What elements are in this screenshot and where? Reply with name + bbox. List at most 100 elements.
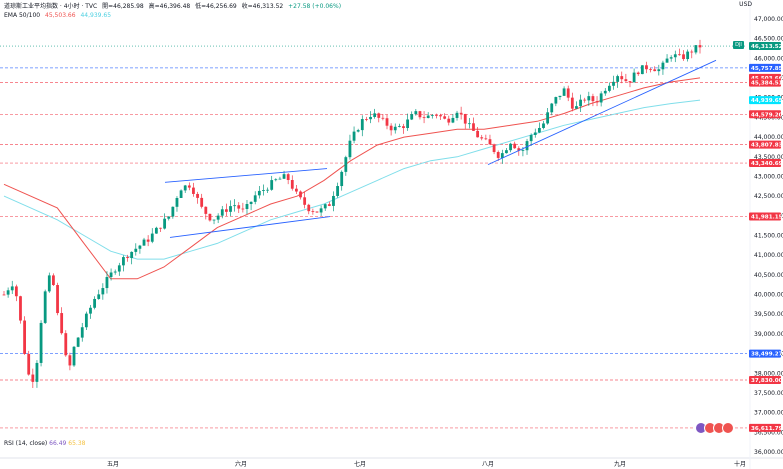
candle-body [607,85,611,91]
candle-body [360,119,364,131]
high-value: 高=46,396.48 [148,3,191,10]
y-tick-label: 46,500.00 [754,36,783,43]
candle-body [315,211,319,213]
y-tick-label: 37,500.00 [754,390,783,397]
price-level-tag [749,42,781,51]
candle-body [579,99,582,107]
candle-body [224,209,228,212]
candle-body [443,116,447,119]
y-tick-label: 40,500.00 [754,272,783,279]
candle-body [385,118,389,126]
candle-body [76,337,80,347]
candle-body [286,174,290,181]
candle-body [653,69,657,72]
y-tick-label: 41,000.00 [754,252,783,259]
candle-body [426,115,430,119]
candle-body [192,187,195,194]
price-level-label: 46,313.52 [751,44,783,50]
candle-body [307,204,311,212]
candle-body [628,81,632,83]
x-tick-label: 五月 [107,461,119,468]
candle-body [410,114,414,120]
candle-body [241,208,245,210]
change-value: +27.58 (+0.06%) [288,3,342,10]
candle-body [430,115,434,116]
candle-body [583,99,587,101]
candle-body [488,139,492,145]
candle-body [196,193,199,198]
instrument-name: 道琼斯工业平均指数 · 4小时 · TVC [4,3,98,10]
candle-body [23,320,26,354]
price-level-label: 43,807.83 [751,143,783,149]
candle-body [505,150,508,154]
candle-body [204,206,208,214]
upper-channel-trendline [164,168,328,183]
x-tick-label: 十月 [734,460,746,468]
y-tick-label: 36,000.00 [754,449,783,456]
price-level-tag [749,78,781,87]
candle-body [492,144,496,153]
price-level-label: 41,981.15 [751,215,783,221]
candle-body [257,190,261,196]
candle-body [117,265,121,272]
candle-body [134,248,138,252]
candle-body [47,275,51,292]
candle-body [109,272,113,278]
candle-body [229,206,232,212]
ticker-badge: DJI [733,41,744,49]
candle-body [290,180,294,189]
candle-body [513,143,517,149]
event-icon[interactable] [722,422,734,434]
y-tick-label: 42,500.00 [754,193,783,200]
price-level-label: 44,939.65 [751,98,783,104]
candle-body [336,186,339,196]
y-tick-label: 41,500.00 [754,233,783,240]
open-value: 開=46,285.98 [102,3,144,10]
close-value: 收=46,313.52 [241,3,284,10]
candle-body [105,277,109,289]
candle-body [595,101,599,103]
candle-body [299,191,302,198]
candle-body [562,88,566,96]
candle-body [566,88,570,98]
ema-label: EMA 50/100 [4,12,41,19]
y-tick-label: 44,000.00 [754,134,783,141]
rsi-ma-value: 65.38 [68,440,86,447]
candle-body [533,132,537,135]
candle-body [640,65,644,75]
rising-support-trendline [487,59,717,166]
candle-body [282,174,286,179]
candle-body [373,113,377,117]
candle-body [27,353,31,375]
candle-body [546,112,550,124]
candle-body [10,286,14,291]
candle-body [624,79,628,82]
candle-body [406,119,409,129]
y-tick-label: 38,000.00 [754,370,783,377]
candle-body [459,112,463,114]
candle-body [146,239,150,242]
rsi-legend[interactable]: RSI (14, close) 66.49 65.38 [4,440,85,447]
candle-body [303,197,307,205]
event-icons[interactable] [695,422,734,434]
candle-body [295,188,298,192]
candle-body [603,90,607,94]
candle-body [649,69,652,71]
price-level-label: 45,757.85 [751,66,783,72]
candle-body [2,294,6,296]
price-level-tag [749,140,781,149]
candle-body [455,112,459,118]
candle-body [558,95,562,98]
y-tick-label: 37,000.00 [754,410,783,417]
candle-body [187,185,191,188]
candle-body [208,213,212,221]
candle-body [439,115,442,117]
price-level-label: 37,830.00 [751,378,783,384]
candle-body [167,216,171,219]
candle-body [356,130,360,132]
legend-ema[interactable]: EMA 50/100 45,503.66 44,939.65 [4,12,114,20]
candle-body [352,131,356,141]
x-tick-label: 八月 [482,461,494,468]
candle-body [686,51,690,60]
